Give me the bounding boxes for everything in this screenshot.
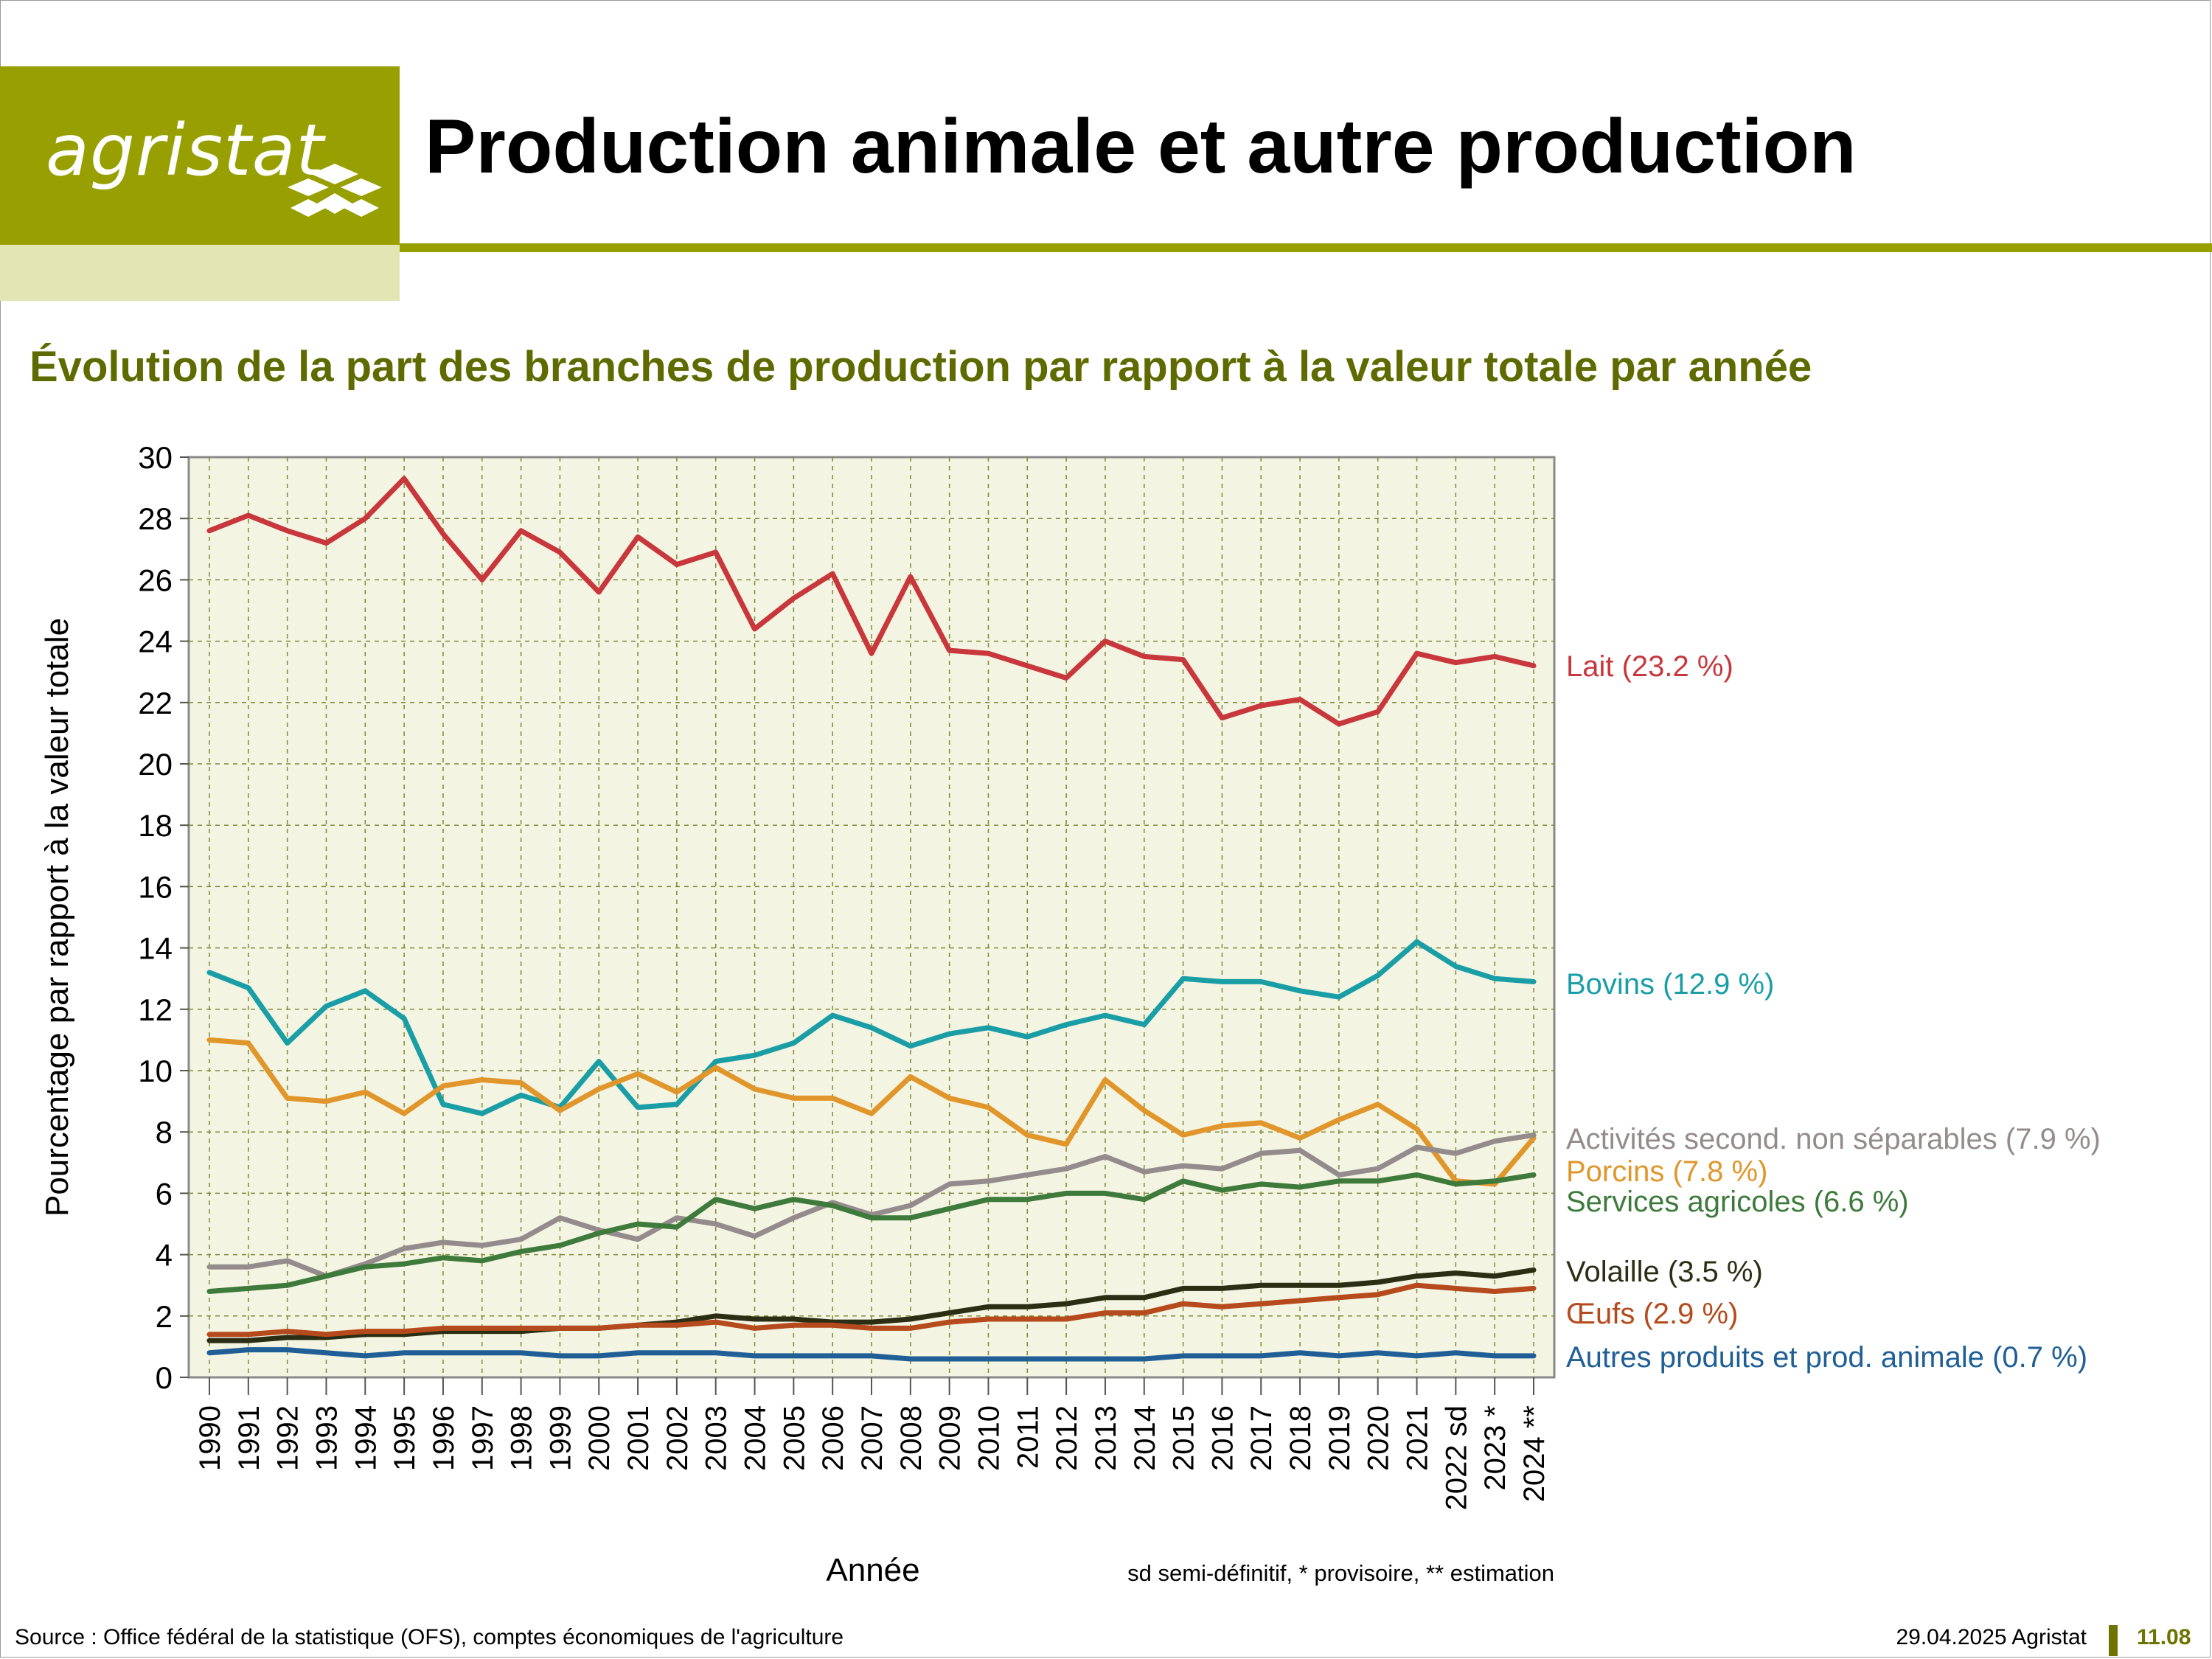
- x-tick-label: 2017: [1245, 1405, 1278, 1471]
- series-label: Volaille (3.5 %): [1566, 1256, 1763, 1288]
- series-line-0: [206, 476, 1537, 727]
- x-tick-label: 2019: [1324, 1405, 1356, 1471]
- logo-text: agristat: [46, 109, 325, 192]
- x-tick-label: 2003: [700, 1405, 733, 1471]
- series-label: Autres produits et prod. animale (0.7 %): [1566, 1341, 2087, 1374]
- series-lines: [206, 476, 1537, 1362]
- x-tick-label: 1996: [428, 1405, 460, 1471]
- logo-panel: [0, 66, 400, 245]
- y-tick-label: 2: [156, 1299, 173, 1334]
- series-line-5: [206, 1267, 1537, 1343]
- footer-divider: [2109, 1625, 2118, 1656]
- x-tick-label: 2009: [934, 1405, 967, 1471]
- x-axis-label: Année: [826, 1552, 919, 1588]
- x-tick-label: 2008: [895, 1405, 928, 1471]
- x-tick-label: 2021: [1402, 1405, 1434, 1471]
- y-axis-label: Pourcentage par rapport à la valeur tota…: [39, 618, 75, 1217]
- series-line-7: [206, 1347, 1537, 1362]
- x-tick-label: 2004: [740, 1405, 772, 1471]
- x-tick-label: 1990: [194, 1405, 226, 1471]
- x-tick-label: 2024 **: [1518, 1405, 1551, 1502]
- x-tick-label: 2023 *: [1479, 1405, 1512, 1491]
- footer-source: Source : Office fédéral de la statistiqu…: [15, 1625, 844, 1649]
- x-tick-label: 1992: [272, 1405, 305, 1471]
- x-tick-label: 1998: [506, 1405, 538, 1471]
- series-line-6: [206, 1282, 1537, 1338]
- x-tick-label: 2016: [1206, 1405, 1239, 1471]
- x-tick-label: 1995: [389, 1405, 421, 1471]
- y-tick-label: 6: [156, 1176, 173, 1211]
- x-tick-label: 2018: [1284, 1405, 1317, 1471]
- series-label: Bovins (12.9 %): [1566, 968, 1774, 1001]
- x-tick-label: 2006: [817, 1405, 849, 1471]
- y-tick-label: 14: [138, 931, 173, 966]
- series-label: Services agricoles (6.6 %): [1566, 1186, 1909, 1218]
- x-tick-label: 2012: [1051, 1405, 1083, 1471]
- x-tick-label: 2015: [1168, 1405, 1200, 1471]
- y-tick-label: 12: [138, 992, 173, 1027]
- footer-date: 29.04.2025 Agristat: [1896, 1625, 2087, 1649]
- series-line-3: [206, 1132, 1537, 1279]
- y-tick-label: 0: [156, 1360, 173, 1395]
- series-line-4: [206, 1172, 1537, 1294]
- x-tick-label: 2000: [583, 1405, 616, 1471]
- x-tick-label: 2022 sd: [1440, 1405, 1472, 1510]
- y-tick-label: 18: [138, 808, 173, 843]
- y-tick-label: 22: [138, 686, 173, 720]
- chart-subtitle: Évolution de la part des branches de pro…: [29, 343, 1812, 391]
- x-tick-label: 2010: [973, 1405, 1005, 1471]
- chart-footnote: sd semi-définitif, * provisoire, ** esti…: [1127, 1560, 1554, 1586]
- y-tick-label: 4: [156, 1238, 173, 1273]
- x-tick-label: 2001: [622, 1405, 655, 1471]
- y-tick-label: 30: [138, 440, 173, 475]
- x-tick-label: 1994: [349, 1405, 382, 1471]
- x-tick-label: 2011: [1012, 1405, 1044, 1469]
- series-line-2: [206, 1037, 1537, 1187]
- x-tick-label: 2002: [661, 1405, 694, 1471]
- logo-diamonds-icon: [288, 164, 382, 217]
- x-tick-label: 1999: [544, 1405, 577, 1471]
- x-tick-label: 2007: [856, 1405, 888, 1471]
- x-tick-label: 1993: [310, 1405, 343, 1471]
- x-tick-label: 2005: [778, 1405, 810, 1471]
- y-tick-label: 8: [156, 1115, 173, 1150]
- series-label: Activités second. non séparables (7.9 %): [1566, 1123, 2101, 1155]
- series-label: Lait (23.2 %): [1566, 650, 1733, 683]
- y-tick-label: 26: [138, 563, 173, 597]
- series-line-1: [206, 939, 1537, 1116]
- series-label: Porcins (7.8 %): [1566, 1155, 1767, 1188]
- page-title: Production animale et autre production: [425, 104, 1857, 189]
- logo-panel-shadow: [0, 245, 400, 301]
- header-rule: [400, 243, 2212, 252]
- y-tick-label: 10: [138, 1054, 173, 1088]
- y-tick-label: 16: [138, 869, 173, 904]
- x-tick-label: 2014: [1129, 1405, 1161, 1471]
- x-tick-label: 1997: [467, 1405, 499, 1471]
- page-number: 11.08: [2137, 1625, 2191, 1649]
- x-tick-label: 2020: [1363, 1405, 1395, 1471]
- y-tick-label: 24: [138, 625, 173, 659]
- series-label: Œufs (2.9 %): [1566, 1298, 1738, 1330]
- series-labels: Lait (23.2 %) Bovins (12.9 %) Porcins (7.8…: [1566, 650, 2101, 1374]
- grid-lines: [189, 457, 1554, 1377]
- y-tick-label: 28: [138, 501, 173, 536]
- x-tick-label: 1991: [233, 1405, 265, 1471]
- x-tick-label: 2013: [1090, 1405, 1122, 1471]
- y-tick-label: 20: [138, 747, 173, 782]
